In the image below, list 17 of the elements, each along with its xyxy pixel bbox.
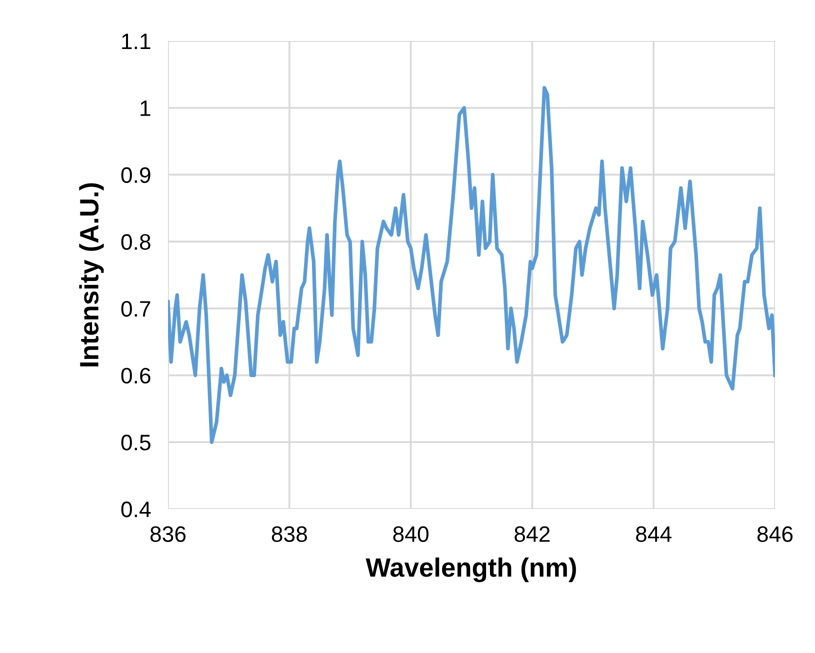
y-tick-label: 0.7 (121, 300, 150, 317)
y-tick-label: 0.9 (121, 167, 150, 183)
x-tick-label: 836 (150, 526, 186, 542)
x-tick-label: 842 (514, 526, 550, 542)
y-tick-label: 0.6 (121, 368, 150, 384)
x-tick-label: 840 (393, 526, 428, 542)
y-tick-label: 0.8 (121, 234, 150, 250)
y-tick-label: 1 (140, 100, 150, 116)
y-axis-title: Intensity (A.U.) (79, 183, 104, 366)
line-series (168, 86, 775, 444)
y-tick-label: 1.1 (122, 34, 150, 50)
x-tick-label: 846 (757, 526, 793, 542)
y-tick-label: 0.5 (121, 434, 150, 450)
x-tick-label: 844 (636, 526, 672, 542)
x-tick-label: 838 (272, 526, 307, 542)
y-tick-label: 0.4 (121, 502, 151, 518)
x-axis-title: Wavelength (nm) (366, 557, 576, 582)
